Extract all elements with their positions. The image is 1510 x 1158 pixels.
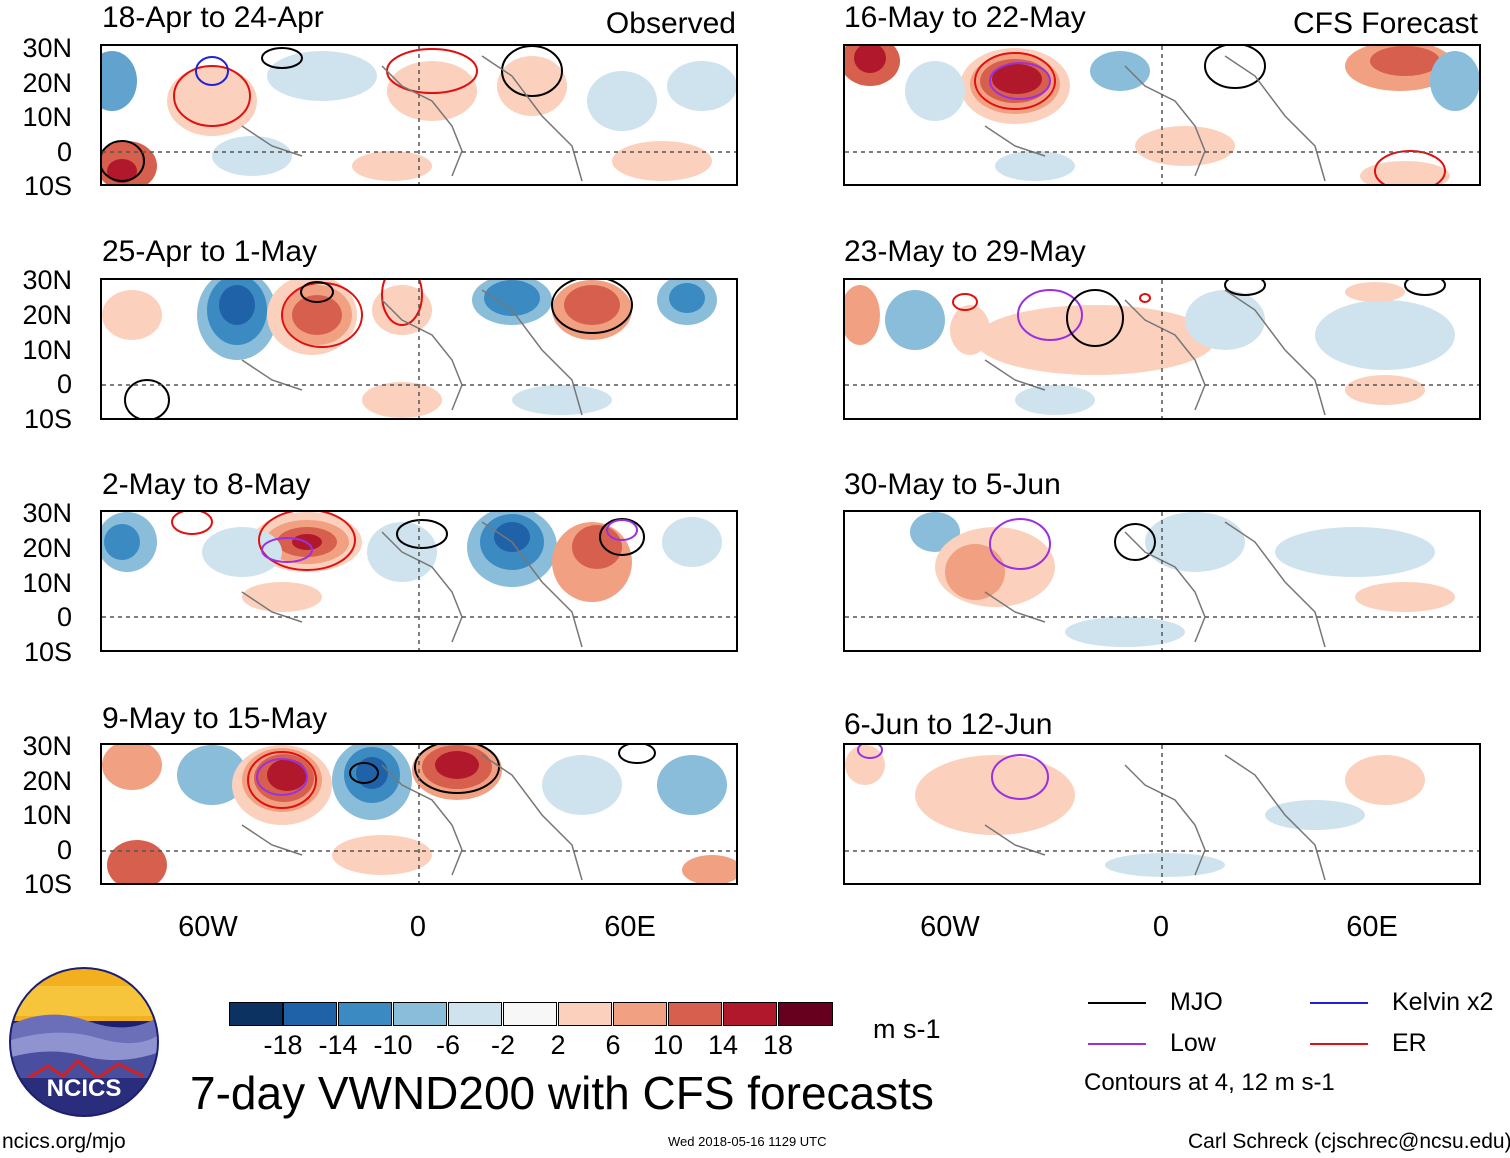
map-field bbox=[102, 745, 736, 883]
footer-timestamp: Wed 2018-05-16 1129 UTC bbox=[668, 1134, 827, 1149]
lat-label: 10N bbox=[22, 335, 72, 365]
map-panel-fcst-1 bbox=[843, 44, 1481, 186]
colorbar-swatch bbox=[503, 1002, 557, 1026]
lat-label: 20N bbox=[22, 533, 72, 563]
colorbar-swatch bbox=[613, 1002, 667, 1026]
lat-label: 20N bbox=[22, 300, 72, 330]
map-panel-fcst-4 bbox=[843, 743, 1481, 885]
lat-label: 30N bbox=[22, 731, 72, 761]
panel-title-fcst-3: 30-May to 5-Jun bbox=[844, 468, 1061, 501]
map-field bbox=[845, 280, 1479, 418]
lat-label: 20N bbox=[22, 766, 72, 796]
colorbar-tick: -18 bbox=[263, 1030, 303, 1060]
colorbar-tick: 2 bbox=[550, 1030, 566, 1060]
colorbar-tick: -10 bbox=[373, 1030, 413, 1060]
lon-label: 60E bbox=[604, 911, 656, 943]
panel-title-fcst-2: 23-May to 29-May bbox=[844, 235, 1086, 268]
panel-title-fcst-4: 6-Jun to 12-Jun bbox=[844, 708, 1053, 741]
legend-swatch-mjo bbox=[1088, 1002, 1146, 1004]
map-field bbox=[102, 512, 736, 650]
colorbar-units: m s-1 bbox=[873, 1014, 941, 1044]
ncics-logo: NCICS bbox=[8, 966, 160, 1118]
legend-label-er: ER bbox=[1392, 1029, 1427, 1057]
map-panel-fcst-3 bbox=[843, 510, 1481, 652]
legend-swatch-low bbox=[1088, 1043, 1146, 1045]
lat-label: 10N bbox=[22, 102, 72, 132]
lat-label: 0 bbox=[56, 835, 72, 865]
observed-label: Observed bbox=[605, 7, 736, 40]
colorbar-swatch bbox=[283, 1002, 337, 1026]
lon-label: 60E bbox=[1346, 911, 1398, 943]
colorbar-tick: 18 bbox=[762, 1030, 794, 1060]
lon-label: 0 bbox=[1152, 911, 1170, 943]
lat-label: 10S bbox=[23, 869, 72, 899]
map-panel-obs-2 bbox=[100, 278, 738, 420]
footer-author: Carl Schreck (cjschrec@ncsu.edu) bbox=[1188, 1130, 1510, 1153]
lat-label: 10N bbox=[22, 568, 72, 598]
lat-label: 30N bbox=[22, 265, 72, 295]
lat-label: 30N bbox=[22, 498, 72, 528]
colorbar-tick: -2 bbox=[490, 1030, 515, 1060]
map-panel-obs-4 bbox=[100, 743, 738, 885]
panel-title-obs-3: 2-May to 8-May bbox=[102, 468, 311, 501]
lat-label: 20N bbox=[22, 68, 72, 98]
colorbar-tick: -14 bbox=[318, 1030, 358, 1060]
lat-label: 0 bbox=[56, 137, 72, 167]
map-field bbox=[845, 46, 1479, 184]
lat-label: 0 bbox=[56, 369, 72, 399]
legend-label-low: Low bbox=[1170, 1029, 1216, 1057]
map-panel-fcst-2 bbox=[843, 278, 1481, 420]
legend-swatch-kelvin bbox=[1310, 1002, 1368, 1004]
colorbar-swatch bbox=[723, 1002, 777, 1026]
lat-label: 10S bbox=[23, 171, 72, 201]
footer-url: ncics.org/mjo bbox=[2, 1130, 126, 1153]
legend-label-mjo: MJO bbox=[1170, 988, 1223, 1016]
legend-swatch-er bbox=[1310, 1043, 1368, 1045]
legend-note: Contours at 4, 12 m s-1 bbox=[1084, 1069, 1335, 1096]
cfs-forecast-label: CFS Forecast bbox=[1292, 7, 1478, 40]
page-title: 7-day VWND200 with CFS forecasts bbox=[190, 1067, 934, 1119]
lon-label: 60W bbox=[920, 911, 980, 943]
lon-label: 60W bbox=[178, 911, 238, 943]
lat-label: 10N bbox=[22, 800, 72, 830]
map-field bbox=[845, 745, 1479, 883]
lat-label: 10S bbox=[23, 637, 72, 667]
legend-label-kelvin: Kelvin x2 bbox=[1392, 988, 1494, 1016]
panel-title-fcst-1: 16-May to 22-May bbox=[844, 1, 1086, 34]
colorbar-swatch bbox=[448, 1002, 502, 1026]
map-field bbox=[845, 512, 1479, 650]
colorbar-tick: 10 bbox=[652, 1030, 684, 1060]
lat-label: 10S bbox=[23, 404, 72, 434]
map-panel-obs-3 bbox=[100, 510, 738, 652]
colorbar-swatch bbox=[338, 1002, 392, 1026]
colorbar-swatch bbox=[229, 1002, 283, 1026]
map-field bbox=[102, 46, 736, 184]
map-panel-obs-1 bbox=[100, 44, 738, 186]
panel-title-obs-4: 9-May to 15-May bbox=[102, 702, 328, 735]
panel-title-obs-2: 25-Apr to 1-May bbox=[102, 235, 318, 268]
colorbar-swatch bbox=[393, 1002, 447, 1026]
lat-label: 0 bbox=[56, 602, 72, 632]
colorbar-tick: 6 bbox=[605, 1030, 621, 1060]
lon-label: 0 bbox=[409, 911, 427, 943]
colorbar-tick: 14 bbox=[707, 1030, 739, 1060]
panel-title-obs-1: 18-Apr to 24-Apr bbox=[102, 1, 324, 34]
logo-text: NCICS bbox=[47, 1075, 122, 1102]
colorbar-swatch bbox=[668, 1002, 722, 1026]
map-field bbox=[102, 280, 736, 418]
colorbar-tick: -6 bbox=[435, 1030, 460, 1060]
colorbar-swatch bbox=[778, 1002, 833, 1026]
lat-label: 30N bbox=[22, 33, 72, 63]
colorbar-swatch bbox=[558, 1002, 612, 1026]
